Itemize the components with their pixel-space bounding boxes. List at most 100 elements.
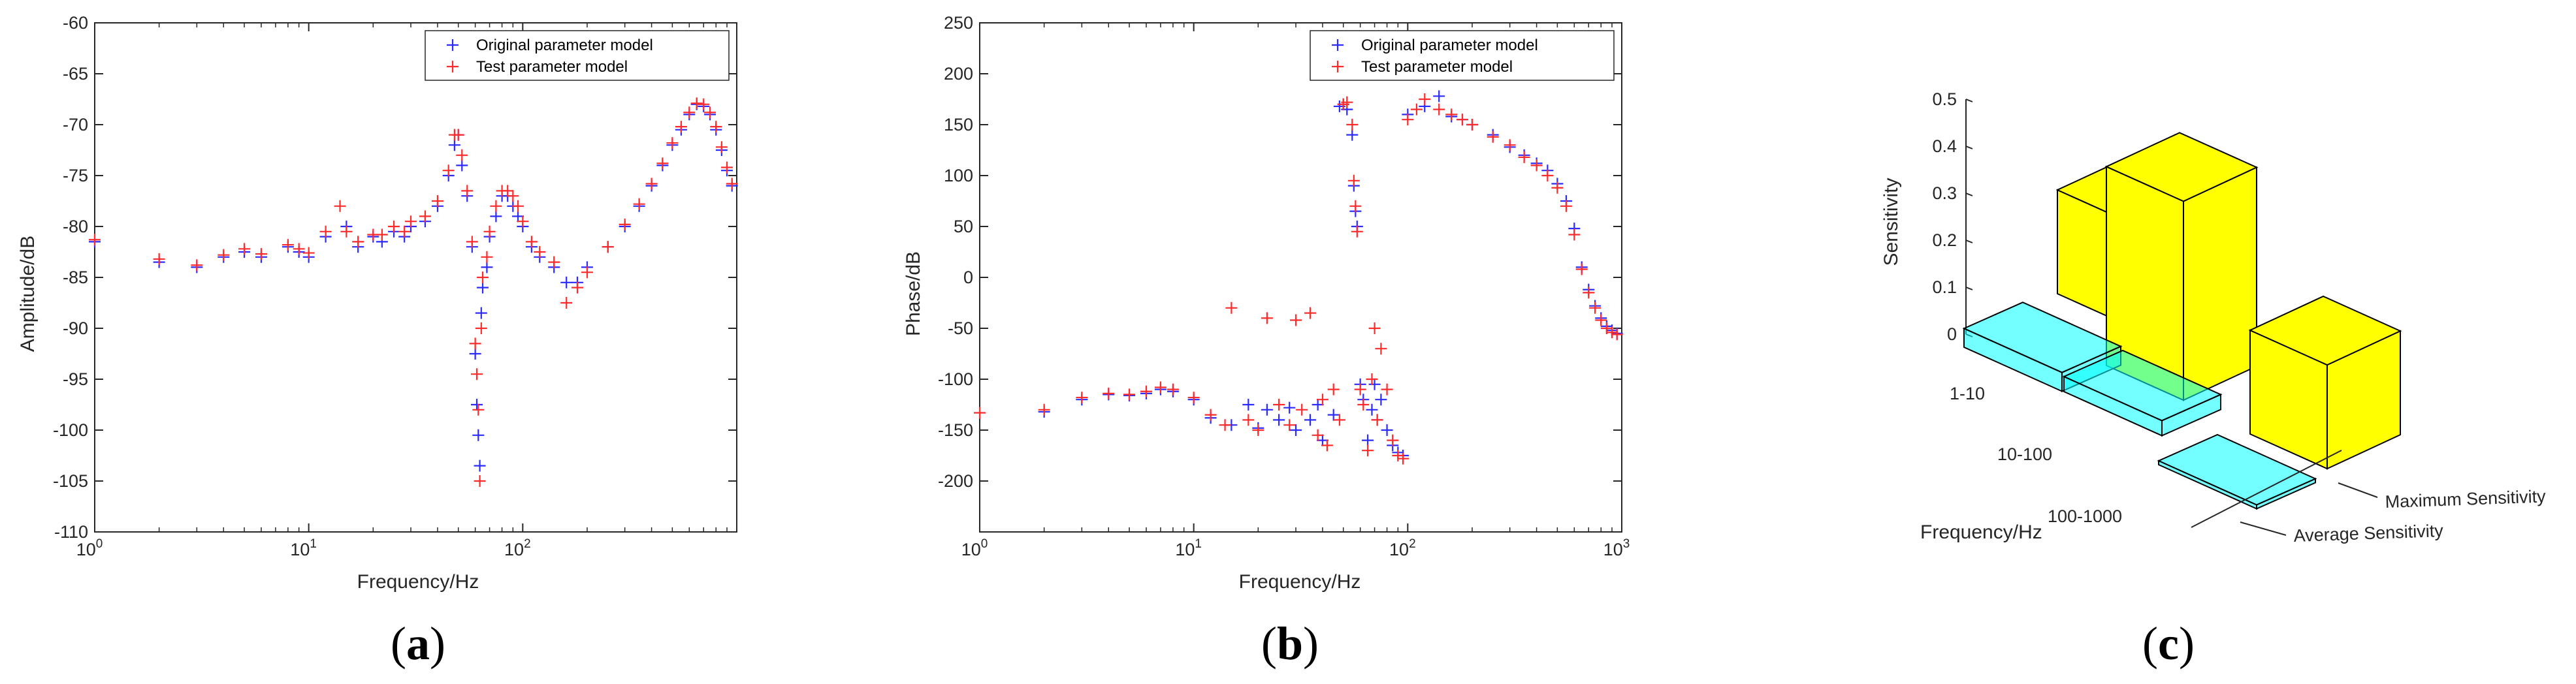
amplitude-point-test	[302, 247, 315, 259]
phase-x-tick-base: 10	[1175, 540, 1195, 559]
amplitude-y-tick-label: -75	[63, 166, 88, 185]
amplitude-point-test	[656, 157, 669, 170]
amplitude-point-test	[560, 297, 573, 309]
phase-point-test	[1154, 381, 1167, 394]
phase-point-test	[1225, 302, 1238, 314]
phase-point-test	[1595, 314, 1607, 326]
phase-point-test	[1312, 429, 1324, 441]
amplitude-point-test	[461, 185, 474, 197]
amplitude-x-tick-base: 10	[290, 540, 310, 559]
phase-point-test	[1140, 385, 1152, 397]
phase-x-tick-base: 10	[1603, 540, 1623, 559]
phase-legend-marker-0	[1332, 39, 1344, 51]
amplitude-x-tick-label: 102	[504, 537, 531, 559]
phase-point-test	[1606, 326, 1618, 339]
amplitude-legend-marker-1	[447, 61, 459, 72]
amplitude-point-test	[602, 241, 614, 253]
amplitude-point-original	[560, 276, 573, 288]
phase-point-test	[1351, 225, 1363, 238]
amplitude-point-test	[548, 256, 560, 268]
amplitude-legend-box	[425, 30, 730, 81]
amplitude-point-original	[470, 399, 483, 411]
amplitude-point-test	[475, 322, 487, 334]
phase-point-test	[1419, 93, 1431, 105]
amplitude-y-tick-label: -95	[63, 369, 88, 389]
amplitude-point-test	[581, 266, 593, 279]
amplitude-y-tick-label: -70	[63, 115, 88, 134]
phase-point-original	[1283, 401, 1296, 414]
sensitivity-z-tick	[1965, 193, 1973, 196]
amplitude-x-tick-base: 10	[504, 540, 524, 559]
amplitude-point-test	[481, 251, 493, 263]
max-sensitivity-bar-100-1000-top	[2248, 295, 2402, 366]
phase-point-test	[1381, 383, 1393, 396]
amplitude-point-test	[376, 228, 388, 241]
phase-point-test	[1187, 392, 1200, 404]
phase-legend-box	[1310, 30, 1615, 81]
amplitude-legend-label-0: Original parameter model	[476, 37, 653, 54]
amplitude-point-test	[507, 190, 519, 202]
amplitude-point-test	[710, 121, 722, 133]
amplitude-point-test	[388, 221, 400, 232]
phase-x-tick-base: 10	[1389, 540, 1409, 559]
amplitude-point-test	[666, 137, 679, 149]
phase-ylabel: Phase/dB	[903, 251, 924, 336]
phase-point-test	[1261, 312, 1273, 324]
amplitude-point-original	[481, 261, 493, 273]
phase-point-test	[1252, 424, 1264, 436]
category-label-10-100: 10-100	[1997, 444, 2052, 464]
amplitude-point-test	[452, 129, 464, 141]
amplitude-point-original	[475, 307, 487, 319]
amplitude-axes-box	[94, 22, 737, 533]
phase-x-tick-label: 101	[1175, 537, 1202, 559]
amplitude-point-test	[470, 368, 483, 381]
phase-point-test	[1575, 263, 1588, 275]
amplitude-y-tick-label: -65	[63, 64, 88, 84]
amplitude-point-test	[469, 337, 481, 350]
amplitude-point-test	[431, 195, 443, 207]
amplitude-point-original	[477, 281, 489, 294]
phase-legend-label-0: Original parameter model	[1361, 37, 1538, 54]
phase-point-test	[1296, 403, 1308, 416]
avg-sensitivity-bar-10-100-top	[2062, 349, 2223, 422]
amplitude-legend-label-1: Test parameter model	[476, 58, 628, 76]
amplitude-point-test	[619, 218, 631, 230]
phase-xlabel: Frequency/Hz	[1239, 571, 1361, 593]
phase-legend-label-1: Test parameter model	[1361, 58, 1513, 76]
sensitivity-z-tick-label: 0.4	[1932, 136, 1957, 156]
phase-point-test	[1568, 228, 1581, 241]
amplitude-point-original	[448, 139, 460, 151]
max-sensitivity-bar-10-100-side	[2183, 166, 2257, 401]
sensitivity-z-tick-label: 0.1	[1932, 277, 1957, 297]
sensitivity-3d-bar-area: 0 0.1 0.2 0.3 0.4 0.5 1-10 10-100 100-1000 Averag…	[1932, 89, 2546, 546]
amplitude-y-tick-label: -80	[63, 217, 88, 236]
series-tick-maximum	[2338, 482, 2378, 498]
amplitude-point-test	[517, 215, 529, 228]
amplitude-point-test	[571, 281, 583, 294]
phase-x-tick-label: 100	[961, 537, 988, 559]
phase-point-test	[1589, 302, 1602, 314]
phase-point-test	[1349, 200, 1362, 212]
phase-y-tick-label: 200	[944, 64, 973, 84]
phase-point-test	[1242, 414, 1255, 426]
phase-point-original	[1366, 403, 1378, 416]
series-label-average: Average Sensitivity	[2293, 521, 2444, 546]
phase-point-test	[1583, 287, 1595, 299]
phase-point-test	[1076, 392, 1088, 404]
amplitude-point-test	[715, 141, 728, 153]
sensitivity-z-tick-label: 0.5	[1932, 89, 1957, 109]
amplitude-point-test	[633, 198, 645, 210]
amplitude-point-test	[442, 164, 455, 177]
phase-y-tick-label: 100	[944, 166, 973, 185]
panel-label-a-letter: a	[406, 617, 430, 670]
phase-point-test	[1466, 119, 1478, 131]
depth-axis	[2191, 450, 2342, 528]
amplitude-ylabel: Amplitude/dB	[17, 236, 39, 352]
amplitude-point-test	[704, 106, 716, 119]
phase-point-test	[1290, 314, 1302, 326]
phase-legend-marker-1	[1332, 61, 1344, 72]
sensitivity-z-tick	[1965, 287, 1973, 290]
phase-y-tick-label: 250	[944, 13, 973, 33]
phase-point-test	[1347, 174, 1360, 187]
amplitude-legend-marker-0	[447, 39, 459, 51]
